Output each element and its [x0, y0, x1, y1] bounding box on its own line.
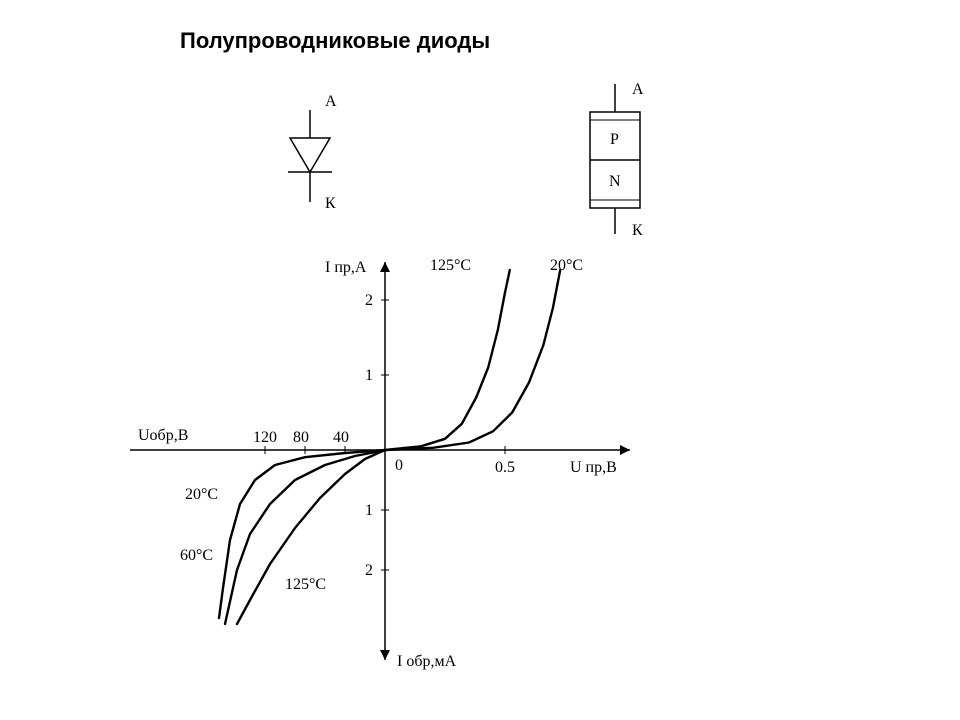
- p-region-label: P: [610, 131, 619, 148]
- y-pos-tick-label: 1: [365, 367, 373, 384]
- diode-triangle-icon: [290, 138, 330, 172]
- y-axis-up-arrow-icon: [380, 262, 390, 272]
- annotation-rev_20: 20°С: [185, 486, 218, 503]
- anode-label: А: [325, 93, 337, 110]
- page-title: Полупроводниковые диоды: [180, 28, 490, 54]
- x-pos-axis-label: U пр,B: [570, 459, 617, 476]
- diode-schematic-symbol: А К: [250, 90, 370, 230]
- x-neg-tick-label: 40: [333, 429, 349, 446]
- y-neg-tick-label: 2: [365, 562, 373, 579]
- annotation-fwd_20: 20°C: [550, 257, 583, 274]
- annotation-rev_60: 60°С: [180, 547, 213, 564]
- iv-characteristic-chart: 0 0.5 U пр,B 120 80 40 Uобр,B 1 2 I пр,А 1 2 I обр,м…: [120, 250, 660, 690]
- n-region-label: N: [609, 173, 621, 190]
- y-pos-tick-label: 2: [365, 292, 373, 309]
- pn-anode-label: А: [632, 81, 644, 98]
- y-axis-down-arrow-icon: [380, 650, 390, 660]
- x-pos-tick-label: 0.5: [495, 459, 515, 476]
- reverse-curve-60°C: [225, 450, 385, 624]
- forward-curve-20°C: [385, 270, 560, 450]
- forward-curve-125°C: [385, 270, 510, 450]
- x-neg-axis-label: Uобр,B: [138, 427, 188, 444]
- y-pos-axis-label: I пр,А: [325, 259, 367, 276]
- cathode-label: К: [325, 195, 336, 212]
- annotation-rev_125: 125°С: [285, 576, 326, 593]
- page: Полупроводниковые диоды А К А P: [0, 0, 960, 720]
- origin-label: 0: [395, 457, 403, 474]
- x-neg-tick-label: 80: [293, 429, 309, 446]
- x-neg-tick-label: 120: [253, 429, 277, 446]
- x-axis-arrow-icon: [620, 445, 630, 455]
- pn-cathode-label: К: [632, 222, 643, 239]
- y-neg-axis-label: I обр,мА: [397, 653, 457, 670]
- annotation-fwd_125: 125°C: [430, 257, 471, 274]
- y-neg-tick-label: 1: [365, 502, 373, 519]
- pn-junction-block: А P N К: [560, 80, 680, 250]
